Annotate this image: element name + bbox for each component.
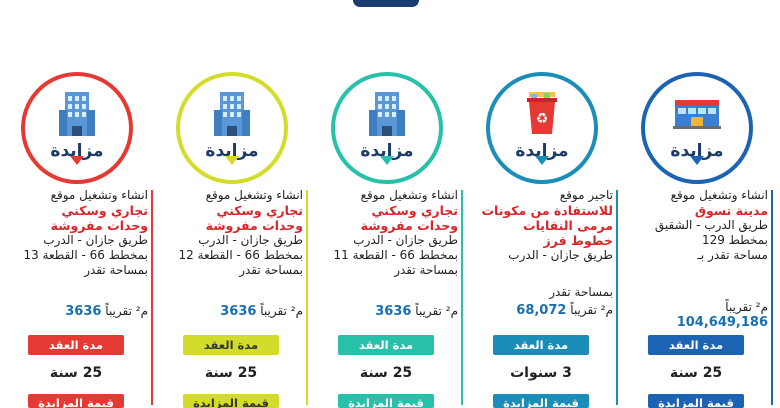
desc-highlight: تجاري وسكني	[371, 203, 458, 218]
svg-text:♻: ♻	[536, 111, 549, 127]
desc-line: بمساحة تقدر	[394, 263, 458, 277]
desc-line: بمساحة تقدر	[84, 263, 148, 277]
desc-highlight: تجاري وسكني	[61, 203, 148, 218]
card-description: انشاء وتشغيل موقع تجاري وسكني وحدات مفرو…	[171, 188, 303, 278]
contract-duration-label: مدة العقد	[493, 335, 589, 355]
auction-value-label: قيمة المزايدة	[183, 394, 279, 408]
contract-duration: 25 سنة	[49, 365, 103, 381]
card-description: انشاء وتشغيل موقع تجاري وسكني وحدات مفرو…	[326, 188, 458, 278]
desc-line: انشاء وتشغيل موقع	[205, 188, 303, 202]
contract-duration: 3 سنوات	[510, 365, 572, 381]
area-unit: م² تقريباً	[415, 304, 458, 318]
badge-pointer	[535, 156, 549, 165]
desc-highlight: مدينة تسوق	[694, 203, 768, 218]
office-building-icon	[363, 88, 411, 138]
desc-line: تاجير موقع	[559, 188, 613, 202]
auction-card-4: مزايدة انشاء وتشغيل موقع تجاري وسكني وحد…	[163, 60, 313, 408]
badge-pointer	[690, 156, 704, 165]
area-number: 68,072	[516, 303, 567, 318]
desc-line: طريق جازان - الدرب	[43, 233, 148, 247]
contract-duration-label: مدة العقد	[183, 335, 279, 355]
area-number: 3636	[375, 304, 412, 319]
card-divider	[616, 190, 618, 405]
desc-line: طريق جازان - الدرب	[198, 233, 303, 247]
auction-title: مزايدة	[515, 141, 569, 161]
desc-line: طريق جازان - الدرب	[353, 233, 458, 247]
card-divider	[306, 190, 308, 405]
area-value-row: م² تقريباً 3636	[326, 304, 458, 319]
area-label-row: بمساحة تقدر	[481, 285, 613, 300]
auction-card-2: ♻ مزايدة تاجير موقع للاستفادة من مكونات …	[473, 60, 623, 408]
area-number: 104,649,186	[676, 315, 768, 330]
contract-duration: 25 سنة	[669, 365, 723, 381]
contract-duration-label: مدة العقد	[28, 335, 124, 355]
area-unit: م² تقريباً	[725, 300, 768, 314]
desc-highlight: للاستفادة من مكونات	[481, 203, 613, 218]
office-building-icon	[53, 88, 101, 138]
auction-value-label: قيمة المزايدة	[493, 394, 589, 408]
card-description: تاجير موقع للاستفادة من مكونات مرمى النف…	[481, 188, 613, 263]
card-description: انشاء وتشغيل موقع مدينة تسوق طريق الدرب …	[636, 188, 768, 263]
recycle-bin-icon: ♻	[518, 88, 566, 138]
contract-duration: 25 سنة	[359, 365, 413, 381]
desc-line: بمخطط 66 - القطعة 12	[178, 248, 303, 262]
badge-pointer	[70, 156, 84, 165]
desc-line: بمساحة تقدر	[239, 263, 303, 277]
desc-line: انشاء وتشغيل موقع	[670, 188, 768, 202]
auction-title: مزايدة	[205, 141, 259, 161]
office-building-icon	[208, 88, 256, 138]
desc-line: طريق جازان - الدرب	[508, 248, 613, 262]
desc-line: بمخطط 66 - القطعة 11	[333, 248, 458, 262]
auction-badge: مزايدة	[21, 72, 133, 184]
desc-highlight: وحدات مفروشة	[205, 218, 303, 233]
area-label: بمساحة تقدر	[549, 285, 613, 299]
auction-card-3: مزايدة انشاء وتشغيل موقع تجاري وسكني وحد…	[318, 60, 468, 408]
area-unit: م² تقريباً	[570, 303, 613, 317]
auction-title: مزايدة	[360, 141, 414, 161]
auction-value-label: قيمة المزايدة	[28, 394, 124, 408]
area-value-row: م² تقريباً 3636	[171, 304, 303, 319]
desc-highlight: وحدات مفروشة	[360, 218, 458, 233]
auction-value-label: قيمة المزايدة	[338, 394, 434, 408]
desc-line: طريق الدرب - الشقيق	[654, 218, 768, 232]
contract-duration-label: مدة العقد	[648, 335, 744, 355]
contract-duration: 25 سنة	[204, 365, 258, 381]
area-value-row: م² تقريباً 3636	[16, 304, 148, 319]
auction-badge: ♻ مزايدة	[486, 72, 598, 184]
shopping-mall-icon	[673, 88, 721, 138]
badge-pointer	[225, 156, 239, 165]
card-divider	[151, 190, 153, 405]
area-value-row: م² تقريباً 104,649,186	[636, 300, 768, 330]
area-number: 3636	[220, 304, 257, 319]
auction-title: مزايدة	[50, 141, 104, 161]
auction-value-label: قيمة المزايدة	[648, 394, 744, 408]
area-unit: م² تقريباً	[260, 304, 303, 318]
auction-badge: مزايدة	[641, 72, 753, 184]
area-number: 3636	[65, 304, 102, 319]
auction-card-1: مزايدة انشاء وتشغيل موقع مدينة تسوق طريق…	[628, 60, 778, 408]
desc-highlight: وحدات مفروشة	[50, 218, 148, 233]
desc-line: بمخطط 66 - القطعة 13	[23, 248, 148, 262]
header-mark	[353, 0, 419, 7]
desc-line: بمخطط 129	[702, 233, 768, 247]
area-value-row: م² تقريباً 68,072	[481, 303, 613, 318]
desc-highlight: مرمى النفايات خطوط فرز	[523, 218, 613, 248]
badge-pointer	[380, 156, 394, 165]
auction-title: مزايدة	[670, 141, 724, 161]
card-divider	[771, 190, 773, 405]
auction-card-5: مزايدة انشاء وتشغيل موقع تجاري وسكني وحد…	[8, 60, 158, 408]
desc-line: انشاء وتشغيل موقع	[360, 188, 458, 202]
contract-duration-label: مدة العقد	[338, 335, 434, 355]
desc-line: انشاء وتشغيل موقع	[50, 188, 148, 202]
desc-highlight: تجاري وسكني	[216, 203, 303, 218]
area-unit: م² تقريباً	[105, 304, 148, 318]
desc-line: مساحة تقدر بـ	[697, 248, 768, 262]
auction-badge: مزايدة	[176, 72, 288, 184]
auction-badge: مزايدة	[331, 72, 443, 184]
card-divider	[461, 190, 463, 405]
card-description: انشاء وتشغيل موقع تجاري وسكني وحدات مفرو…	[16, 188, 148, 278]
